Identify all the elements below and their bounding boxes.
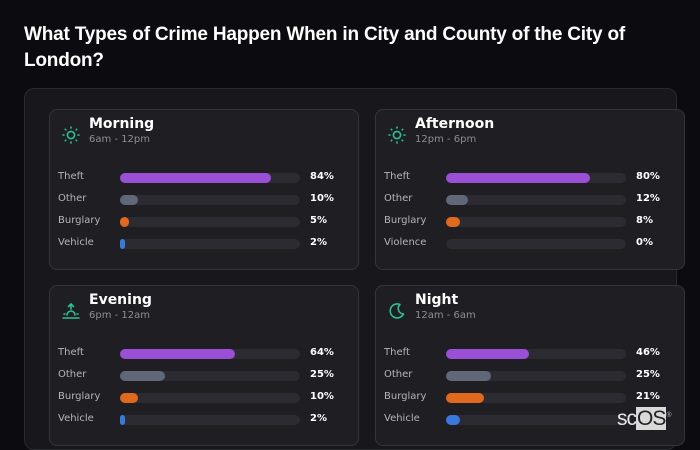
card-time-range: 12am - 6am (415, 310, 476, 321)
bar-row: Theft 46% (384, 347, 674, 360)
card-night: Night 12am - 6am Theft 46% Other 25% Bur… (375, 285, 685, 446)
watermark-logo: scOS® (617, 407, 672, 430)
bar-label: Theft (384, 171, 410, 182)
bar-value: 25% (636, 369, 660, 380)
bar-fill (446, 415, 461, 425)
bar-fill (120, 239, 125, 249)
bar-value: 84% (310, 171, 334, 182)
moon-icon (388, 302, 406, 320)
bar-fill (446, 217, 461, 227)
bar-fill (446, 393, 484, 403)
bar-track (446, 195, 626, 205)
bar-label: Vehicle (384, 413, 420, 424)
bar-row: Other 12% (384, 193, 674, 206)
bar-track (446, 217, 626, 227)
bar-row: Vehicle 2% (58, 237, 348, 250)
bar-track (120, 239, 300, 249)
bar-label: Other (384, 369, 413, 380)
bar-fill (446, 349, 529, 359)
bar-row: Theft 80% (384, 171, 674, 184)
bar-track (120, 195, 300, 205)
bar-label: Burglary (58, 391, 101, 402)
bar-fill (120, 349, 236, 359)
bar-value: 8% (636, 215, 653, 226)
bar-track (446, 239, 626, 249)
bar-row: Burglary 8% (384, 215, 674, 228)
bar-row: Violence 0% (384, 237, 674, 250)
bar-row: Vehicle 2% (58, 413, 348, 426)
bar-track (120, 173, 300, 183)
bar-track (446, 415, 626, 425)
card-title: Evening (89, 292, 152, 308)
bar-fill (120, 195, 138, 205)
bar-label: Burglary (384, 391, 427, 402)
bar-value: 46% (636, 347, 660, 358)
bar-track (446, 349, 626, 359)
card-title: Afternoon (415, 116, 495, 132)
bar-track (446, 371, 626, 381)
card-evening: Evening 6pm - 12am Theft 64% Other 25% B… (49, 285, 359, 446)
card-time-range: 6am - 12pm (89, 134, 151, 145)
card-title: Night (415, 292, 459, 308)
sunset-icon (62, 302, 80, 320)
bar-label: Theft (58, 171, 84, 182)
bar-value: 2% (310, 237, 327, 248)
bar-fill (120, 393, 138, 403)
bar-label: Other (384, 193, 413, 204)
bar-track (120, 217, 300, 227)
bar-track (120, 415, 300, 425)
bar-row: Other 25% (384, 369, 674, 382)
bar-fill (446, 195, 468, 205)
bar-value: 10% (310, 193, 334, 204)
bar-label: Vehicle (58, 413, 94, 424)
bar-value: 64% (310, 347, 334, 358)
card-title: Morning (89, 116, 155, 132)
bar-value: 25% (310, 369, 334, 380)
bar-fill (446, 371, 491, 381)
bar-label: Theft (384, 347, 410, 358)
bar-track (120, 349, 300, 359)
bar-track (446, 393, 626, 403)
bar-track (120, 393, 300, 403)
bar-track (446, 173, 626, 183)
bar-label: Other (58, 193, 87, 204)
bar-value: 10% (310, 391, 334, 402)
bar-value: 12% (636, 193, 660, 204)
bar-value: 0% (636, 237, 653, 248)
card-time-range: 12pm - 6pm (415, 134, 477, 145)
bar-fill (120, 415, 125, 425)
bar-track (120, 371, 300, 381)
bar-label: Violence (384, 237, 427, 248)
bar-row: Burglary 10% (58, 391, 348, 404)
sun-icon (388, 126, 406, 144)
bar-value: 5% (310, 215, 327, 226)
page-title: What Types of Crime Happen When in City … (24, 24, 625, 71)
bar-label: Vehicle (58, 237, 94, 248)
bar-fill (120, 173, 272, 183)
bar-fill (120, 217, 129, 227)
bar-value: 2% (310, 413, 327, 424)
sun-icon (62, 126, 80, 144)
bar-row: Other 25% (58, 369, 348, 382)
bar-label: Burglary (58, 215, 101, 226)
bar-label: Burglary (384, 215, 427, 226)
bar-label: Other (58, 369, 87, 380)
bar-fill (446, 173, 590, 183)
bar-value: 21% (636, 391, 660, 402)
bar-fill (120, 371, 165, 381)
bar-row: Theft 64% (58, 347, 348, 360)
card-time-range: 6pm - 12am (89, 310, 151, 321)
bar-row: Theft 84% (58, 171, 348, 184)
card-morning: Morning 6am - 12pm Theft 84% Other 10% B… (49, 109, 359, 270)
bar-label: Theft (58, 347, 84, 358)
card-afternoon: Afternoon 12pm - 6pm Theft 80% Other 12%… (375, 109, 685, 270)
bar-value: 80% (636, 171, 660, 182)
bar-row: Burglary 21% (384, 391, 674, 404)
bar-row: Other 10% (58, 193, 348, 206)
bar-row: Burglary 5% (58, 215, 348, 228)
